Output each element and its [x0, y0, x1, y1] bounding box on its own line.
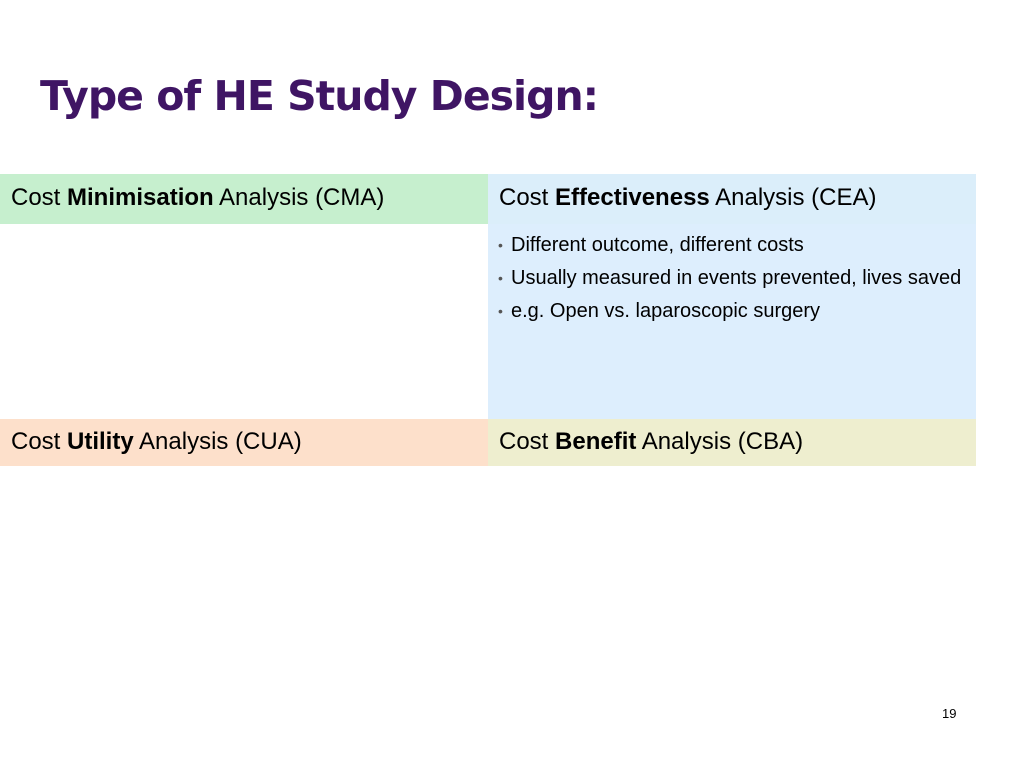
- cua-cell: Cost Utility Analysis (CUA): [0, 419, 488, 466]
- cma-heading-pre: Cost: [11, 184, 68, 211]
- cma-heading: Cost Minimisation Analysis (CMA): [11, 184, 488, 211]
- cba-heading: Cost Benefit Analysis (CBA): [499, 428, 976, 455]
- cma-cell: Cost Minimisation Analysis (CMA): [0, 174, 488, 224]
- cua-heading-post: Analysis (CUA): [133, 428, 302, 455]
- list-item: • Different outcome, different costs: [496, 232, 966, 259]
- cea-heading-pre: Cost: [499, 184, 556, 211]
- list-item: • e.g. Open vs. laparoscopic surgery: [496, 298, 966, 325]
- cma-heading-post: Analysis (CMA): [213, 184, 385, 211]
- cua-heading-pre: Cost: [11, 428, 68, 455]
- cea-bullet-text: Usually measured in events prevented, li…: [511, 267, 962, 289]
- cba-heading-post: Analysis (CBA): [636, 428, 804, 455]
- cea-heading-cell: Cost Effectiveness Analysis (CEA): [488, 174, 976, 224]
- cea-bullet-text: e.g. Open vs. laparoscopic surgery: [511, 300, 821, 322]
- list-item: • Usually measured in events prevented, l…: [496, 265, 966, 292]
- cea-heading: Cost Effectiveness Analysis (CEA): [499, 184, 976, 211]
- slide-title: Type of HE Study Design:: [40, 72, 599, 120]
- cba-heading-pre: Cost: [499, 428, 556, 455]
- cea-body-cell: • Different outcome, different costs • Usu…: [488, 224, 976, 419]
- bullet-icon: •: [498, 303, 503, 319]
- page-number: 19: [942, 706, 957, 721]
- cea-bullet-text: Different outcome, different costs: [511, 234, 804, 256]
- cea-heading-bold: Effectiveness: [555, 184, 710, 211]
- bullet-icon: •: [498, 237, 503, 253]
- cua-heading-bold: Utility: [67, 428, 134, 455]
- cma-body-cell: [0, 224, 488, 419]
- cba-heading-bold: Benefit: [555, 428, 637, 455]
- cba-cell: Cost Benefit Analysis (CBA): [488, 419, 976, 466]
- cma-heading-bold: Minimisation: [67, 184, 214, 211]
- cea-bullet-list: • Different outcome, different costs • Usu…: [496, 232, 966, 325]
- cua-heading: Cost Utility Analysis (CUA): [11, 428, 488, 455]
- cea-heading-post: Analysis (CEA): [709, 184, 877, 211]
- bullet-icon: •: [498, 270, 503, 286]
